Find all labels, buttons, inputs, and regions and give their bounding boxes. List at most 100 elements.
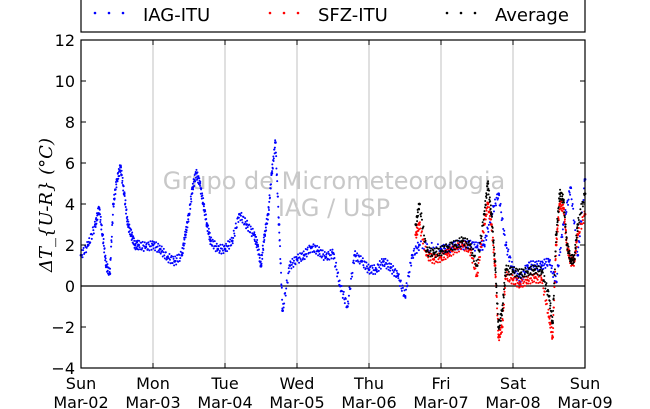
data-point [465, 242, 468, 245]
data-point [189, 207, 192, 210]
data-point [523, 275, 526, 278]
data-point [352, 259, 355, 262]
data-point [568, 190, 571, 193]
data-point [237, 221, 240, 224]
data-point [445, 248, 448, 251]
data-point [264, 226, 267, 229]
data-point [265, 229, 268, 232]
data-point [253, 231, 256, 234]
data-point [344, 297, 347, 300]
data-point [529, 282, 532, 285]
data-point [254, 233, 257, 236]
legend-label: Average [495, 5, 569, 26]
data-point [581, 216, 584, 219]
data-point [476, 264, 479, 267]
data-point [251, 227, 254, 230]
data-point [529, 272, 532, 275]
data-point [491, 226, 494, 229]
data-point [575, 236, 578, 239]
data-point [545, 282, 548, 285]
data-point [521, 279, 524, 282]
x-tick-label-day: Thu [353, 374, 384, 393]
data-point [473, 254, 476, 257]
data-point [227, 244, 230, 247]
data-point [172, 257, 175, 260]
data-point [485, 213, 488, 216]
data-point [343, 298, 346, 301]
data-point [392, 270, 395, 273]
data-point [582, 198, 585, 201]
data-point [549, 302, 552, 305]
data-point [447, 246, 450, 249]
data-point [543, 290, 546, 293]
data-point [571, 204, 574, 207]
data-point [494, 202, 497, 205]
data-point [382, 260, 385, 263]
data-point [561, 228, 564, 231]
data-point [511, 278, 515, 282]
data-point [122, 185, 125, 188]
data-point [106, 263, 109, 266]
data-point [156, 245, 159, 248]
data-point [510, 260, 513, 263]
data-point [168, 252, 171, 255]
data-point [532, 260, 535, 263]
data-point [163, 257, 166, 260]
data-point [522, 268, 525, 271]
data-point [559, 207, 562, 210]
data-point [489, 200, 492, 203]
data-point [558, 254, 561, 257]
data-point [203, 203, 206, 206]
legend-marker [459, 11, 463, 15]
data-point [367, 268, 371, 271]
data-point [315, 252, 318, 255]
data-point [417, 229, 420, 232]
data-point [480, 237, 483, 240]
data-point [536, 268, 539, 271]
data-point [377, 263, 380, 266]
data-point [559, 188, 562, 191]
data-point [471, 248, 474, 251]
data-point [580, 211, 583, 214]
data-point [502, 296, 505, 299]
data-point [414, 252, 417, 255]
data-point [555, 281, 558, 284]
data-point [454, 239, 457, 242]
data-point [541, 261, 544, 264]
data-point [565, 211, 568, 214]
data-point [173, 264, 176, 267]
data-point [559, 195, 562, 198]
data-point [503, 281, 506, 284]
data-point [496, 312, 499, 315]
data-point [126, 215, 129, 218]
data-point [508, 260, 511, 263]
data-point [121, 181, 124, 184]
data-point [472, 260, 475, 263]
data-point [544, 283, 547, 286]
data-point [380, 257, 383, 260]
data-point [335, 261, 338, 264]
data-point [550, 310, 553, 313]
data-point [81, 256, 84, 259]
series-average [414, 180, 587, 330]
x-axis: SunMar-02MonMar-03TueMar-04WedMar-05ThuM… [53, 40, 613, 409]
data-point [95, 222, 98, 225]
data-point [190, 197, 193, 200]
data-point [551, 331, 554, 334]
data-point [115, 186, 118, 189]
data-point [152, 247, 155, 250]
data-point [479, 241, 482, 244]
x-tick-label-day: Fri [431, 374, 450, 393]
data-point [503, 284, 506, 287]
y-axis-label: ΔT_{U-R} (°C) [36, 138, 57, 273]
data-point [492, 246, 495, 249]
data-point [556, 227, 559, 230]
data-point [403, 289, 406, 292]
data-point [564, 208, 567, 211]
data-point [201, 194, 204, 197]
data-point [380, 261, 383, 264]
data-point [550, 267, 553, 270]
data-point [235, 226, 238, 229]
data-point [497, 197, 500, 200]
data-point [292, 259, 295, 262]
